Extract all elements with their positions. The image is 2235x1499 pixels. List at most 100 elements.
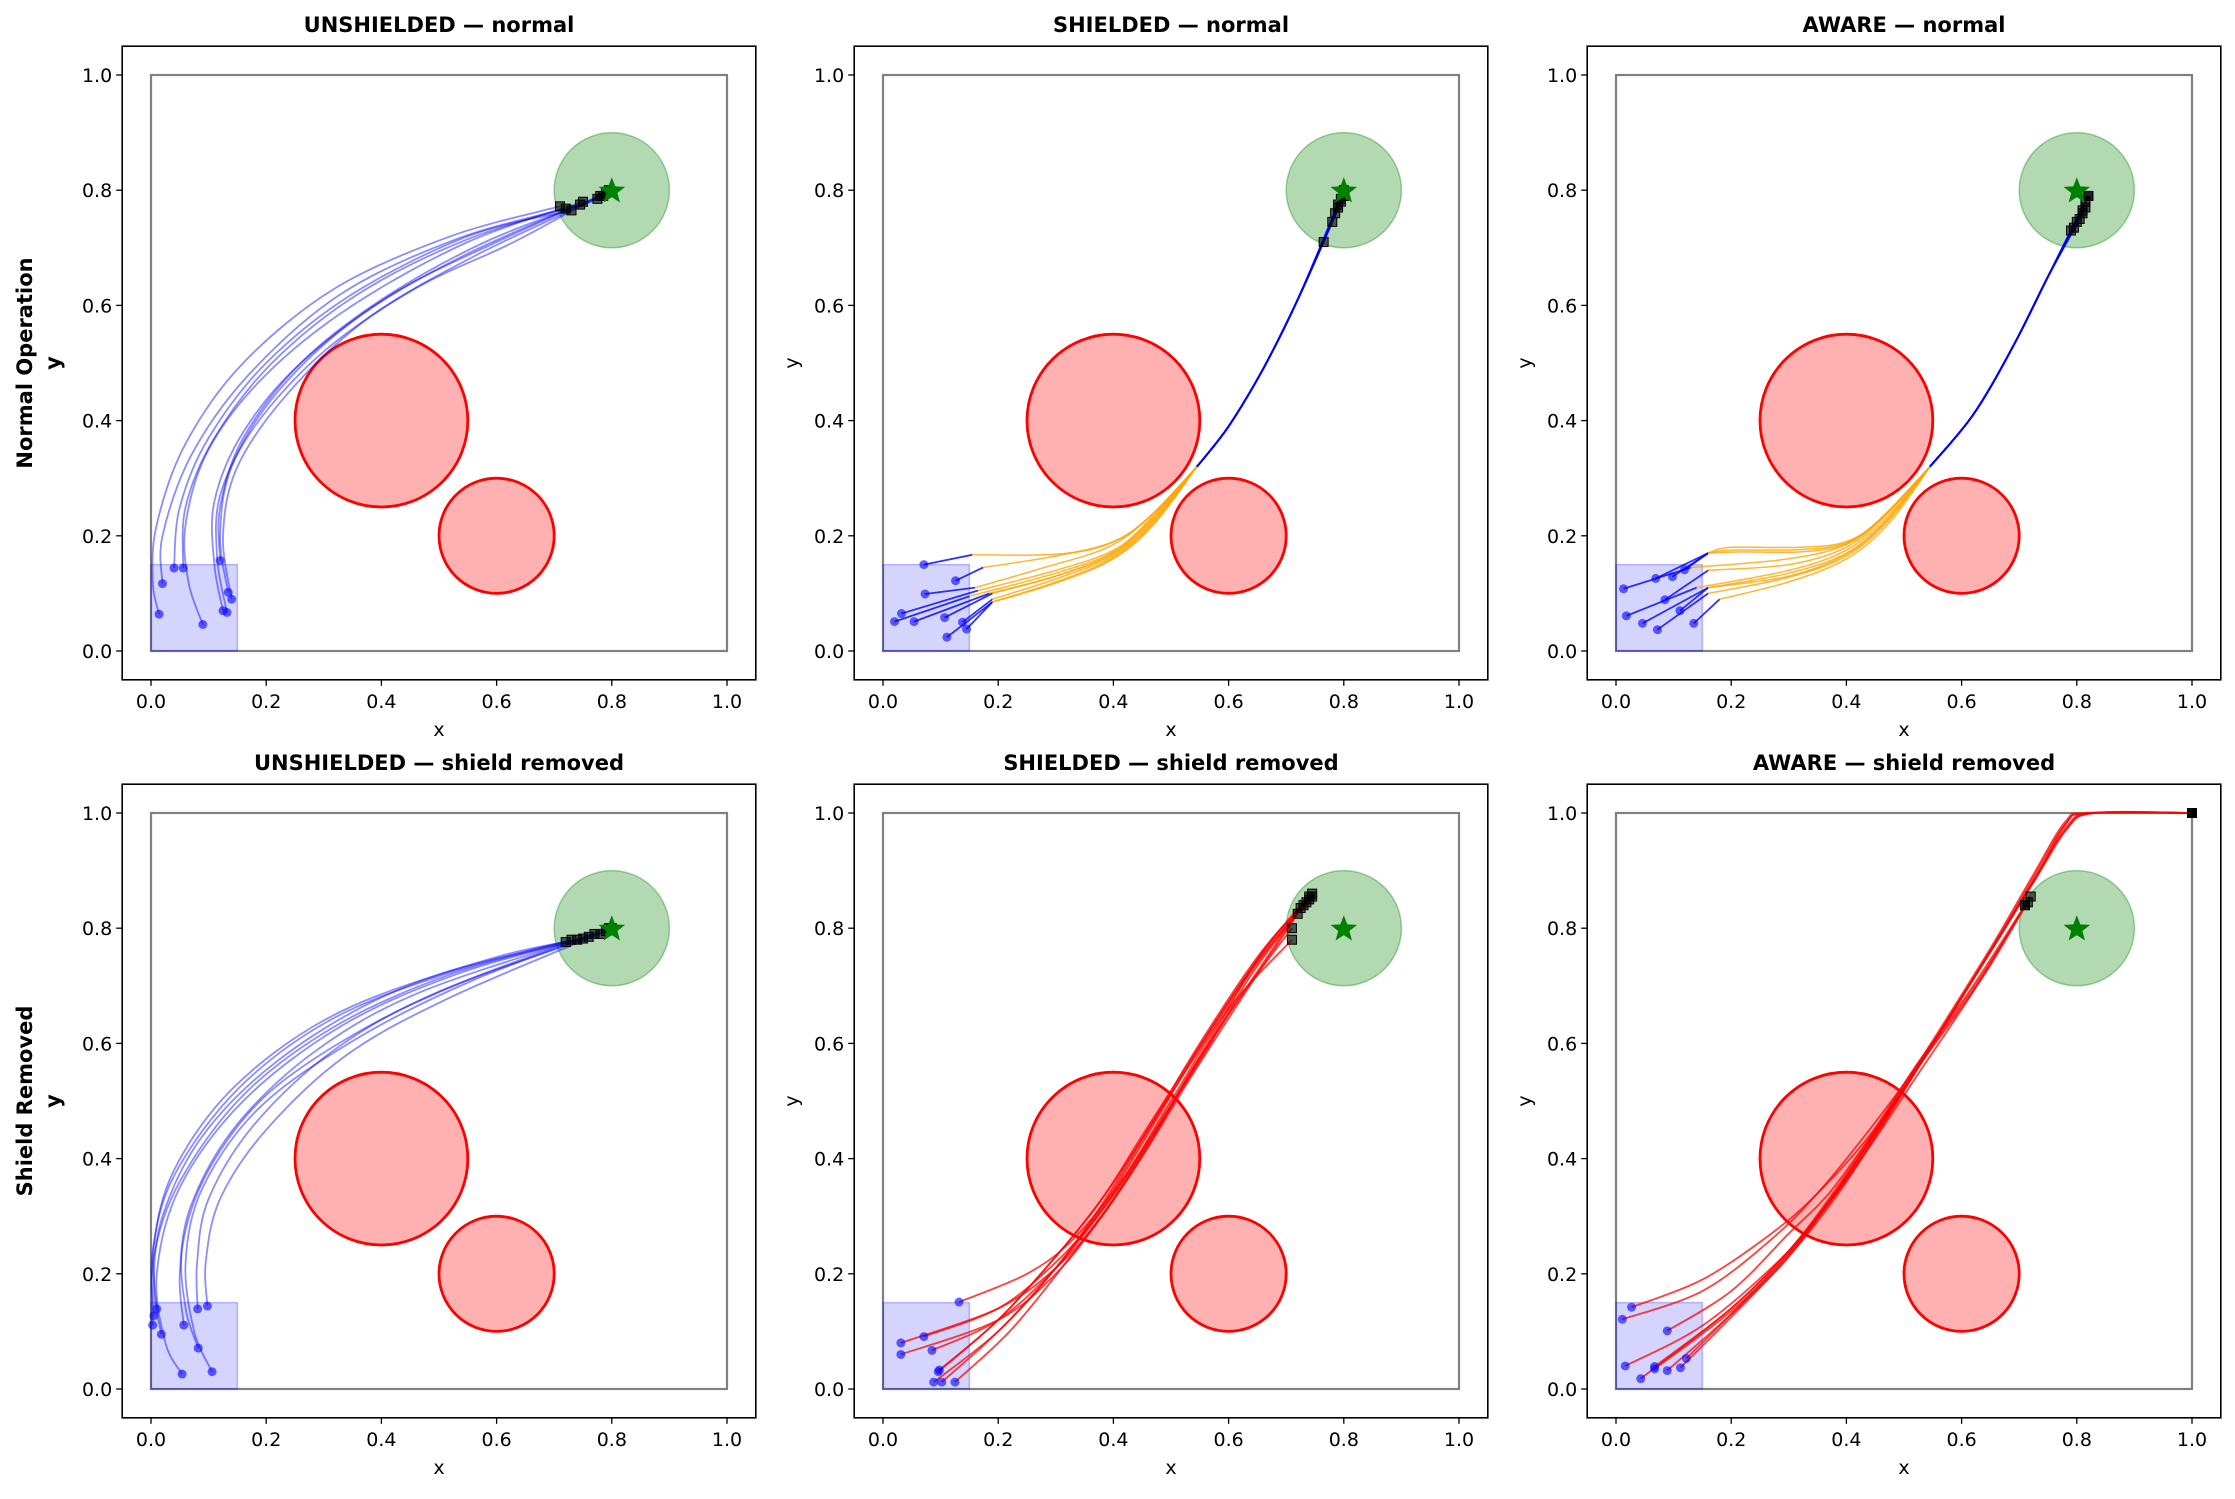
trajectory-segment-blue — [155, 935, 590, 1375]
start-marker — [929, 1377, 939, 1387]
trajectory-segment-blue — [944, 592, 993, 619]
trajectory-segment-red — [954, 895, 1313, 1383]
subplot-title: AWARE — shield removed — [1753, 751, 2055, 775]
obstacle-1 — [1169, 476, 1288, 595]
trajectory-segment-blue — [181, 203, 581, 569]
y-tick-label: 1.0 — [814, 803, 844, 825]
y-tick-label: 0.0 — [82, 1379, 112, 1401]
end-marker — [1307, 891, 1318, 902]
trajectory-segment-blue — [173, 209, 572, 569]
environment-boundary — [1614, 811, 2194, 1391]
start-marker — [1675, 606, 1685, 616]
start-marker — [919, 560, 929, 570]
start-marker — [890, 617, 900, 627]
x-tick-label: 0.0 — [1601, 1429, 1631, 1451]
trajectory — [195, 933, 601, 1309]
y-tick-label: 0.2 — [814, 526, 844, 548]
start-marker — [1676, 1363, 1686, 1373]
start-marker — [1681, 1353, 1691, 1363]
x-tick-label: 1.0 — [712, 691, 742, 713]
end-marker — [578, 196, 588, 207]
subplot-2: 0.0 0.2 0.4 0.6 0.8 1.0 0.0 0.2 0.4 0.6 0.8 1.0 AWAR… — [1514, 13, 2222, 741]
trajectory-segment-blue — [195, 933, 601, 1309]
trajectory — [1685, 811, 2193, 1360]
start-marker — [1651, 573, 1661, 583]
x-tick-label: 0.2 — [251, 691, 281, 713]
trajectory-segment-blue — [1684, 552, 1709, 571]
start-marker — [193, 1343, 203, 1353]
x-tick-label: 0.4 — [1831, 1429, 1861, 1451]
y-tick-label: 0.4 — [82, 1149, 112, 1171]
obstacle-1 — [1169, 1214, 1288, 1333]
trajectory-segment-blue — [178, 933, 595, 1326]
trajectory — [150, 938, 578, 1326]
subplot-title: UNSHIELDED — shield removed — [254, 751, 624, 775]
subplot-title: SHIELDED — shield removed — [1003, 751, 1338, 775]
trajectory — [155, 935, 590, 1375]
goal-star-icon — [2063, 915, 2091, 941]
y-tick-label: 0.8 — [82, 918, 112, 940]
y-tick-label: 0.4 — [82, 411, 112, 433]
x-tick-label: 0.4 — [1098, 691, 1128, 713]
start-marker — [942, 632, 952, 642]
start-marker — [962, 624, 972, 634]
x-tick-label: 0.0 — [136, 1429, 166, 1451]
trajectory — [152, 937, 584, 1335]
subplot-0: 0.0 0.2 0.4 0.6 0.8 1.0 0.0 0.2 0.4 0.6 0.8 1.0 UNSH… — [41, 13, 757, 741]
trajectory — [222, 195, 604, 600]
x-tick-label: 0.0 — [136, 691, 166, 713]
y-tick-label: 0.2 — [814, 1264, 844, 1286]
obstacle-1 — [1902, 1214, 2021, 1333]
start-marker — [148, 1320, 158, 1330]
x-tick-label: 0.0 — [868, 1429, 898, 1451]
trajectory-segment-blue — [1642, 586, 1709, 625]
trajectory-segment-blue — [946, 601, 993, 638]
row-label: Normal Operation — [13, 257, 37, 468]
trajectory-segment-blue — [913, 592, 990, 623]
start-region — [1615, 1301, 1704, 1390]
start-marker — [179, 1320, 189, 1330]
x-tick-label: 0.8 — [2062, 1429, 2092, 1451]
trajectory — [204, 930, 607, 1307]
x-tick-label: 0.4 — [366, 1429, 396, 1451]
x-tick-label: 0.0 — [868, 691, 898, 713]
y-tick-label: 0.0 — [814, 1379, 844, 1401]
trajectory-segment-red — [931, 904, 1305, 1352]
x-axis-label: x — [1898, 1457, 1909, 1479]
trajectory-segment-orange — [969, 466, 1198, 598]
goal-star-icon — [598, 177, 626, 203]
start-marker — [227, 594, 237, 604]
y-tick-label: 0.4 — [814, 411, 844, 433]
x-tick-label: 0.6 — [481, 1429, 511, 1451]
trajectory — [183, 200, 584, 625]
subplot-4: 0.0 0.2 0.4 0.6 0.8 1.0 0.0 0.2 0.4 0.6 0.8 1.0 SHIE… — [781, 751, 1489, 1479]
y-tick-label: 0.2 — [82, 1264, 112, 1286]
trajectory-segment-orange — [1696, 466, 1931, 589]
x-tick-label: 1.0 — [2177, 691, 2207, 713]
x-tick-label: 0.6 — [481, 691, 511, 713]
y-tick-label: 0.2 — [82, 526, 112, 548]
row-label: Shield Removed — [13, 1006, 37, 1197]
y-tick-label: 1.0 — [1547, 65, 1577, 87]
trajectory-segment-blue — [1679, 586, 1709, 612]
y-tick-label: 0.8 — [814, 180, 844, 202]
y-tick-label: 1.0 — [82, 803, 112, 825]
y-axis-label: y — [1514, 357, 1536, 368]
trajectory — [184, 927, 613, 1373]
start-marker — [933, 1367, 943, 1377]
trajectory — [151, 205, 561, 615]
start-marker — [202, 1301, 212, 1311]
trajectory-segment-orange — [1719, 466, 1931, 600]
trajectory-segment-blue — [1929, 195, 2090, 468]
environment-boundary — [881, 73, 1461, 653]
start-marker — [950, 1377, 960, 1387]
start-marker — [896, 1338, 906, 1348]
subplot-5: 0.0 0.2 0.4 0.6 0.8 1.0 0.0 0.2 0.4 0.6 0.8 1.0 AWAR… — [1514, 751, 2222, 1479]
start-marker — [1662, 1326, 1672, 1336]
trajectory — [1631, 904, 2026, 1309]
start-marker — [909, 617, 919, 627]
subplot-3: 0.0 0.2 0.4 0.6 0.8 1.0 0.0 0.2 0.4 0.6 0.8 1.0 UNSH… — [41, 751, 757, 1479]
y-tick-label: 0.2 — [1547, 1264, 1577, 1286]
y-tick-label: 0.0 — [1547, 641, 1577, 663]
trajectory — [150, 938, 572, 1316]
